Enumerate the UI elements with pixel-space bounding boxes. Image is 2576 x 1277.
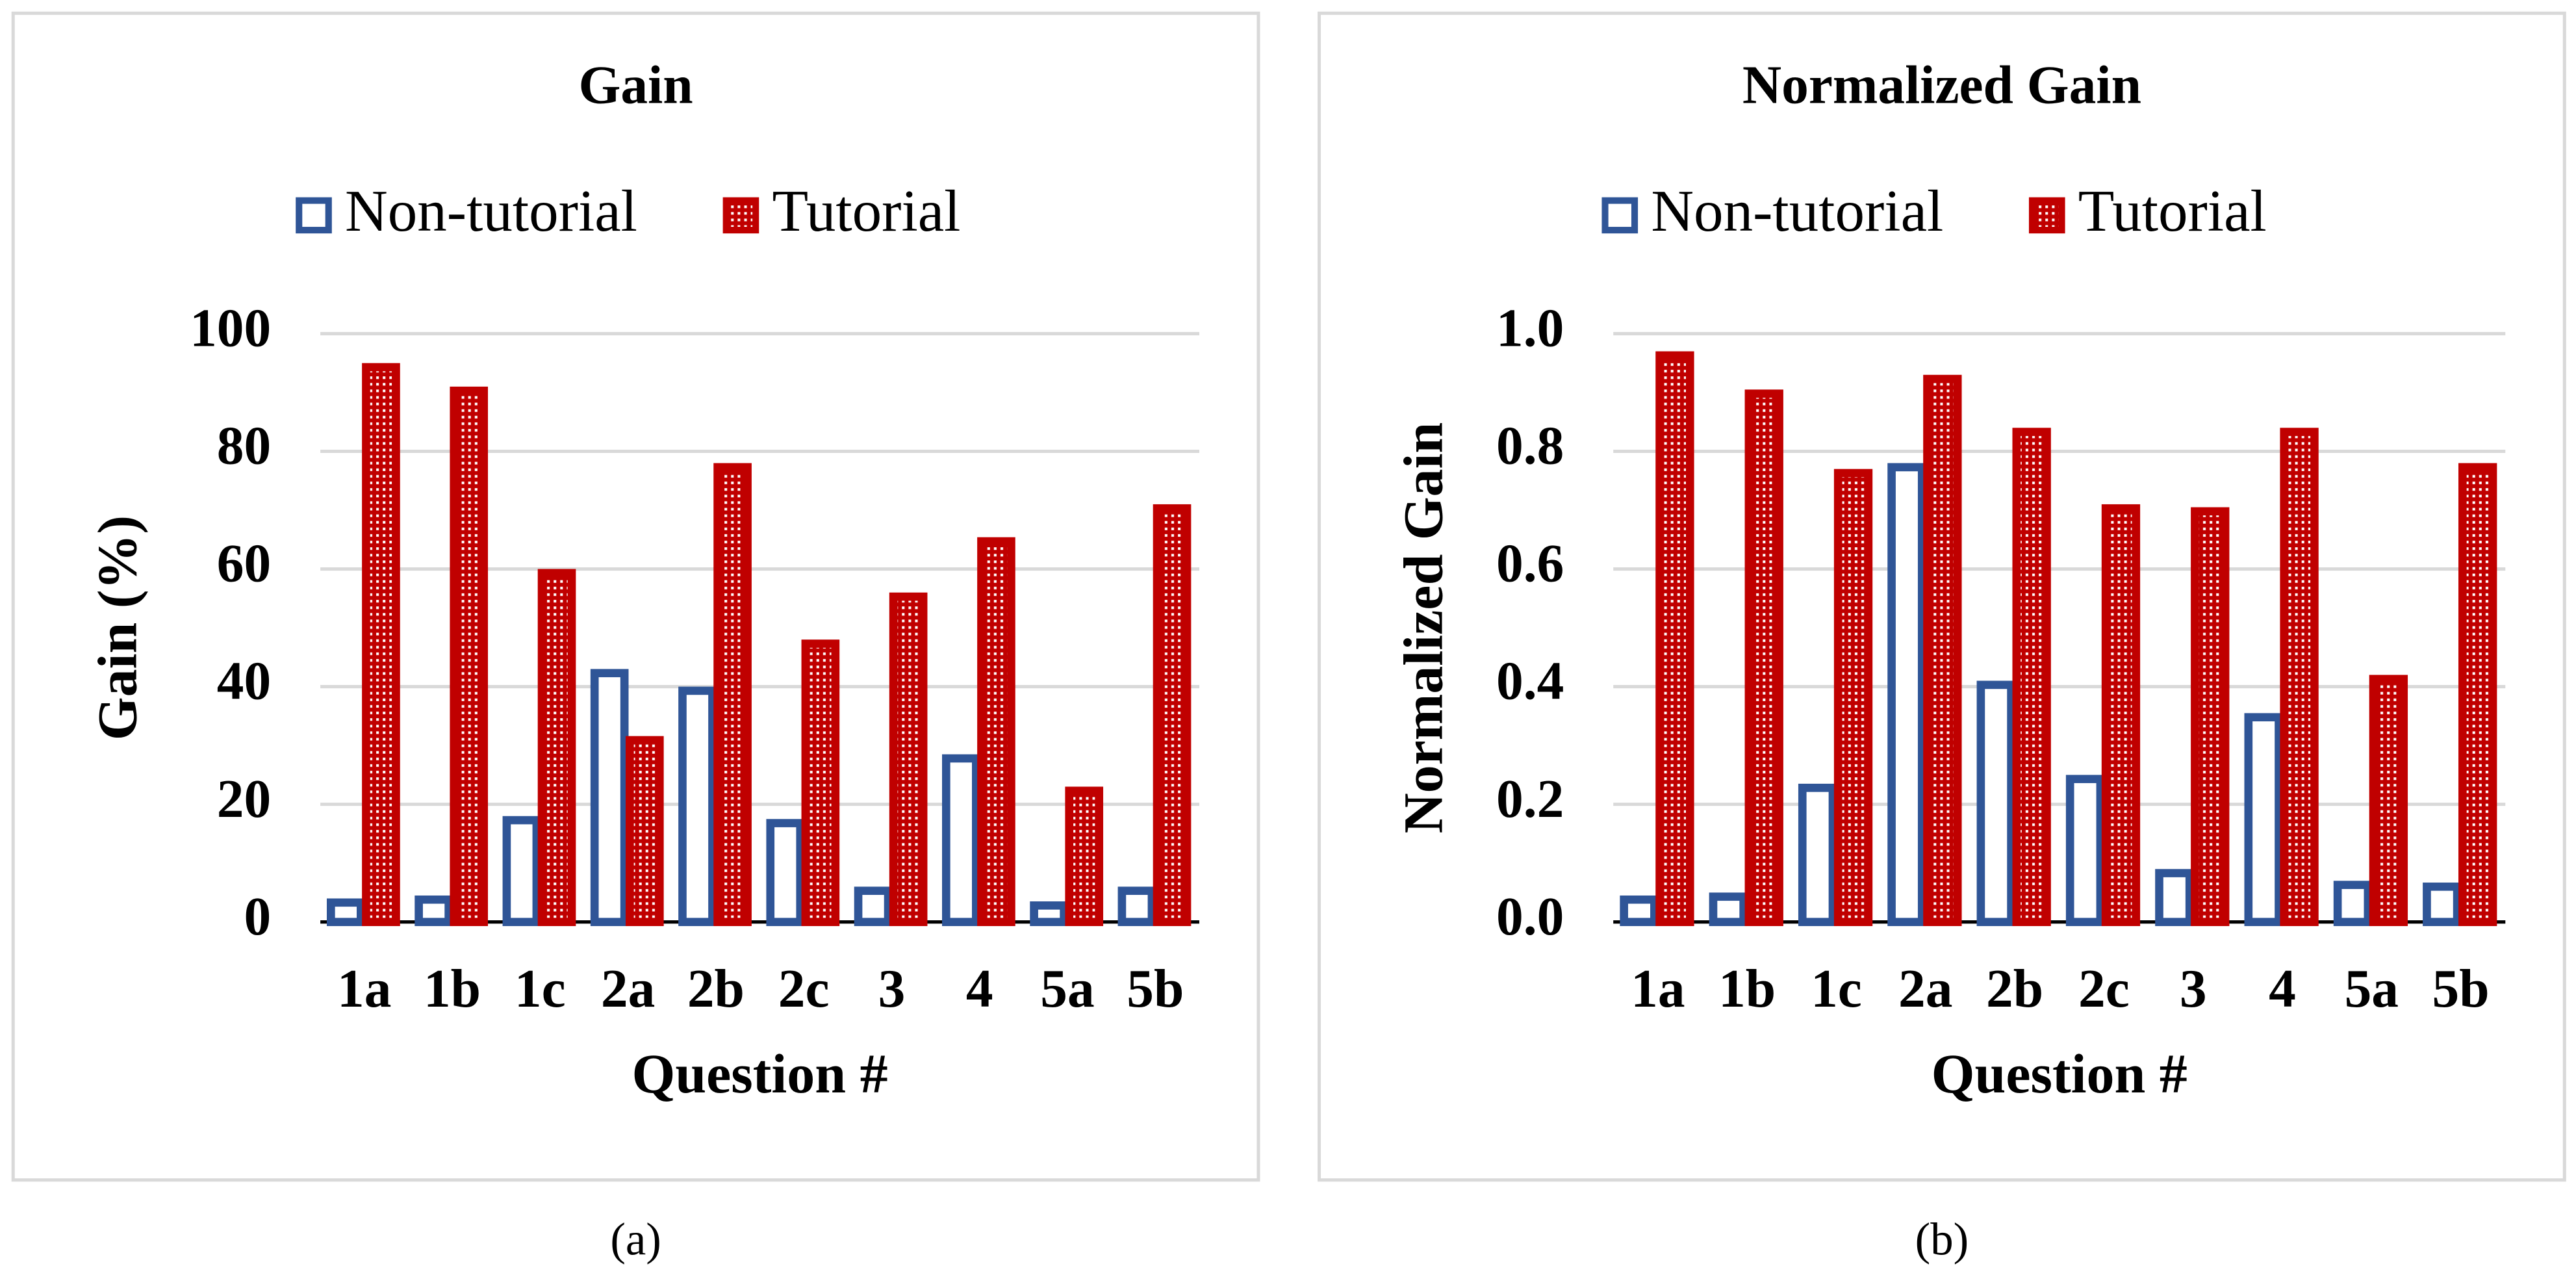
bar (942, 754, 980, 927)
x-tick-label: 1b (1718, 959, 1776, 1019)
bar (2065, 775, 2105, 927)
x-tick-label: 5b (2432, 959, 2490, 1019)
bar (854, 886, 893, 927)
legend-swatch (1601, 197, 1639, 234)
bar (678, 686, 717, 927)
bar (1620, 895, 1659, 927)
x-tick-label: 2c (778, 959, 830, 1019)
x-tick-label: 3 (2180, 959, 2207, 1019)
bar (977, 537, 1015, 927)
x-tick-label: 1c (515, 959, 566, 1019)
y-tick-label: 20 (217, 769, 271, 829)
bar (2101, 504, 2141, 927)
x-tick-label: 4 (966, 959, 993, 1019)
caption: (a) (610, 1215, 661, 1265)
bar (766, 819, 805, 927)
bar (1065, 786, 1104, 927)
legend-label: Tutorial (2078, 178, 2267, 244)
bar (1744, 389, 1783, 927)
y-tick-label: 100 (190, 299, 271, 359)
x-tick-label: 5b (1127, 959, 1184, 1019)
bar (889, 592, 928, 927)
x-tick-label: 1a (1631, 959, 1685, 1019)
legend-swatch (722, 197, 759, 234)
legend-label: Non-tutorial (345, 178, 637, 244)
bar (801, 639, 840, 927)
y-tick-label: 0.2 (1496, 769, 1564, 829)
x-tick-label: 5a (2345, 959, 2399, 1019)
bar (327, 898, 365, 927)
bar (2155, 869, 2194, 927)
bar (2280, 428, 2319, 927)
chart-title: Normalized Gain (1742, 55, 2141, 115)
bar (1655, 351, 1694, 927)
legend-swatch (2028, 197, 2065, 234)
bar (1923, 374, 1962, 927)
x-tick-label: 1a (337, 959, 391, 1019)
bar (2012, 428, 2051, 927)
bar (1153, 504, 1192, 927)
y-tick-label: 0 (244, 887, 272, 947)
bar (1030, 901, 1068, 927)
bar (713, 463, 752, 927)
x-tick-label: 1b (424, 959, 481, 1019)
x-tick-label: 3 (878, 959, 906, 1019)
y-tick-label: 0.8 (1496, 417, 1564, 476)
x-tick-label: 5a (1040, 959, 1094, 1019)
x-axis-label: Question # (631, 1042, 887, 1105)
bar (2369, 675, 2408, 927)
bar (502, 816, 541, 927)
y-tick-label: 0.4 (1496, 652, 1564, 712)
x-tick-label: 2a (1898, 959, 1952, 1019)
y-tick-label: 1.0 (1496, 299, 1564, 359)
y-axis-label: Normalized Gain (1392, 422, 1455, 834)
bar (2191, 507, 2230, 927)
bar (537, 569, 576, 927)
y-tick-label: 80 (217, 417, 271, 476)
y-tick-label: 0.0 (1496, 887, 1564, 947)
x-tick-label: 1c (1811, 959, 1862, 1019)
bar (1798, 783, 1837, 927)
x-tick-label: 2b (1986, 959, 2043, 1019)
caption: (b) (1915, 1215, 1969, 1265)
bar (2244, 713, 2283, 927)
legend-label: Tutorial (772, 178, 960, 244)
y-tick-label: 40 (217, 652, 271, 712)
y-tick-label: 60 (217, 534, 271, 594)
bar (1117, 886, 1156, 927)
bar (414, 895, 453, 927)
bar (2458, 463, 2497, 927)
y-tick-label: 0.6 (1496, 534, 1564, 594)
panel-frame (11, 11, 1260, 1182)
bar (1833, 469, 1873, 927)
x-tick-label: 4 (2269, 959, 2296, 1019)
bar (590, 669, 629, 927)
legend-label: Non-tutorial (1651, 178, 1943, 244)
bar (1709, 892, 1748, 927)
bar (362, 363, 400, 927)
x-tick-label: 2a (601, 959, 655, 1019)
chart-title: Gain (578, 55, 693, 115)
bar (450, 386, 489, 927)
bar (1887, 463, 1926, 927)
bar (1976, 680, 2015, 927)
bar (625, 736, 664, 927)
y-axis-label: Gain (%) (86, 515, 148, 740)
x-tick-label: 2b (687, 959, 745, 1019)
x-tick-label: 2c (2078, 959, 2130, 1019)
bar (2423, 883, 2462, 927)
legend-swatch (296, 197, 332, 234)
bar (2333, 881, 2373, 927)
x-axis-label: Question # (1932, 1042, 2187, 1105)
